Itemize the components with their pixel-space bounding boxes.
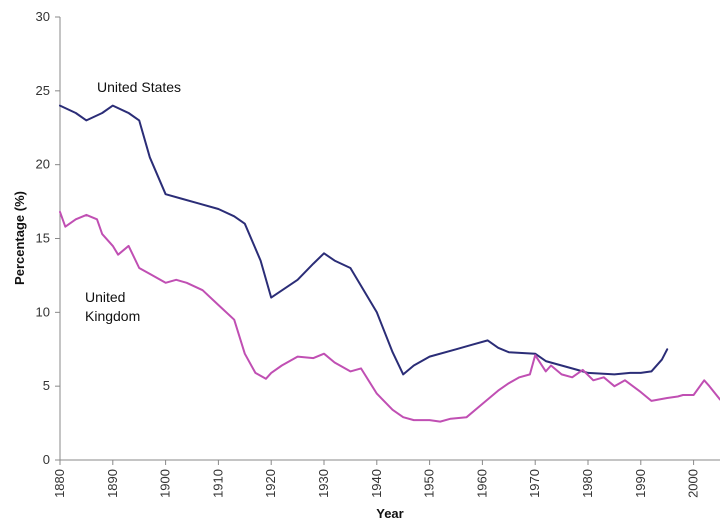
y-tick-label: 25 <box>36 83 50 98</box>
labels-layer: United States United Kingdom <box>85 79 181 324</box>
x-tick-label: 1880 <box>52 469 67 498</box>
x-tick-label: 1930 <box>316 469 331 498</box>
y-tick-label: 5 <box>43 378 50 393</box>
x-tick-label: 1940 <box>369 469 384 498</box>
series-label: Kingdom <box>85 308 140 324</box>
x-axis-title: Year <box>376 506 403 521</box>
y-tick-label: 30 <box>36 9 50 24</box>
x-tick-label: 1980 <box>580 469 595 498</box>
series-label: United States <box>97 79 181 95</box>
y-tick-label: 15 <box>36 231 50 246</box>
axes: 0 5 10 15 20 25 30 1880 1890 1900 1910 1920 1930 1940… <box>36 9 720 498</box>
x-tick-label: 1900 <box>158 469 173 498</box>
x-tick-label: 2000 <box>686 469 701 498</box>
x-tick-label: 1950 <box>422 469 437 498</box>
x-tick-label: 1920 <box>263 469 278 498</box>
y-axis-title: Percentage (%) <box>12 191 27 285</box>
x-tick-label: 1970 <box>527 469 542 498</box>
y-tick-label: 20 <box>36 157 50 172</box>
y-tick-label: 0 <box>43 452 50 467</box>
x-tick-label: 1910 <box>210 469 225 498</box>
series-line-united-kingdom <box>59 210 720 423</box>
x-tick-label: 1960 <box>474 469 489 498</box>
series-layer <box>59 104 720 423</box>
y-tick-label: 10 <box>36 304 50 319</box>
series-label: United <box>85 289 125 305</box>
series-line-united-states <box>59 104 669 376</box>
x-tick-label: 1990 <box>633 469 648 498</box>
x-tick-label: 1890 <box>105 469 120 498</box>
